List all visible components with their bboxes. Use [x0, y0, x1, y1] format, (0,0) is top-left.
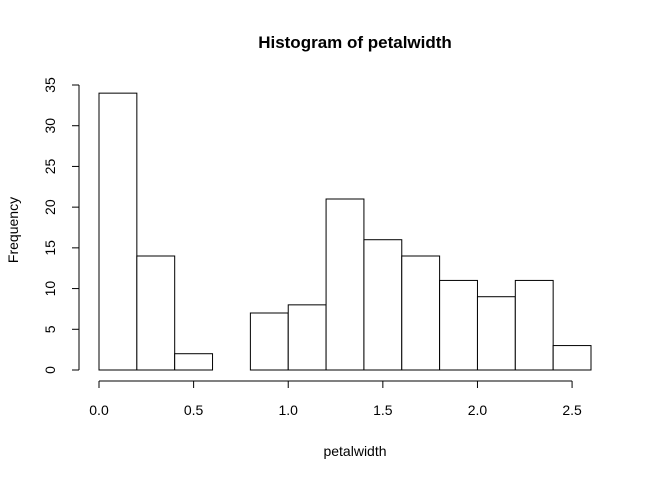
x-tick-label: 1.5	[373, 402, 393, 418]
histogram-bar	[552, 345, 592, 371]
y-tick-label: 25	[42, 158, 58, 174]
histogram-bar	[401, 255, 441, 371]
x-tick-label: 0.0	[89, 402, 109, 418]
histogram-bar	[98, 92, 138, 371]
y-tick-label: 15	[42, 240, 58, 256]
y-tick-label: 5	[42, 325, 58, 333]
y-tick-label: 30	[42, 118, 58, 134]
x-tick-label: 2.0	[468, 402, 488, 418]
x-tick-label: 1.0	[278, 402, 298, 418]
chart-title: Histogram of petalwidth	[258, 33, 452, 52]
y-axis: 0 5 10 15 20 25 30 35	[42, 77, 80, 374]
histogram-bar	[439, 279, 478, 371]
histogram-bar	[325, 198, 365, 371]
histogram-bar	[476, 296, 516, 371]
histogram-bar	[514, 279, 554, 371]
x-tick-label: 2.5	[562, 402, 582, 418]
y-axis-label: Frequency	[5, 197, 21, 263]
histogram-bar	[136, 255, 176, 371]
histogram-bar	[174, 353, 214, 371]
y-tick-label: 10	[42, 281, 58, 297]
x-axis-label: petalwidth	[323, 443, 386, 459]
x-tick-label: 0.5	[184, 402, 204, 418]
x-axis: 0.0 0.5 1.0 1.5 2.0 2.5	[89, 380, 582, 418]
histogram-bar	[287, 304, 327, 371]
y-tick-label: 20	[42, 199, 58, 215]
histogram-bar	[363, 239, 403, 371]
y-tick-label: 35	[42, 77, 58, 93]
histogram-bars	[98, 92, 592, 371]
histogram-bar	[249, 312, 289, 371]
y-tick-label: 0	[42, 366, 58, 374]
